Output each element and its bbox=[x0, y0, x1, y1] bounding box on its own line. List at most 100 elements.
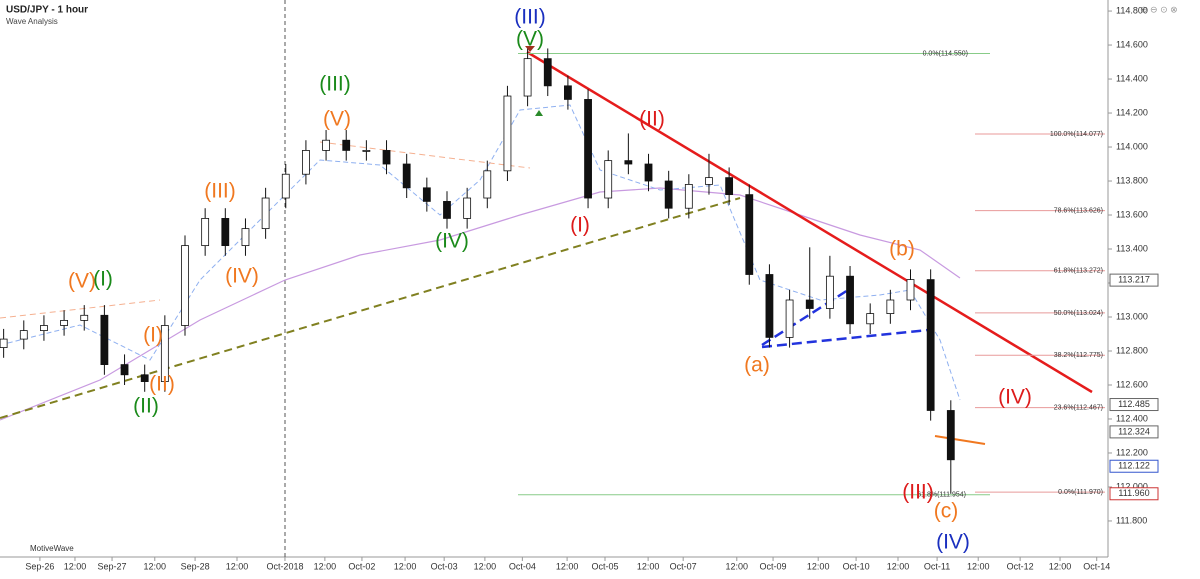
wave-label: (III) bbox=[204, 180, 236, 203]
candle-body bbox=[785, 299, 794, 338]
slow-average bbox=[0, 187, 961, 421]
x-tick-label: 12:00 bbox=[314, 561, 337, 571]
price-tag-label: 112.122 bbox=[1118, 461, 1150, 471]
fib-label: 23.6%(112.467) bbox=[1054, 404, 1103, 411]
y-tick-label: 114.000 bbox=[1116, 141, 1148, 151]
price-tag-label: 112.485 bbox=[1118, 399, 1150, 409]
x-tick-label: 12:00 bbox=[807, 561, 830, 571]
wave-label: (III) bbox=[902, 481, 934, 504]
y-tick-label: 113.400 bbox=[1116, 243, 1148, 253]
wave-label: (b) bbox=[889, 238, 915, 261]
candle-body bbox=[302, 150, 310, 175]
fib-label: 0.0%(114.550) bbox=[923, 50, 968, 57]
candle-body bbox=[644, 163, 653, 182]
candle-body bbox=[604, 160, 613, 199]
fib-label: 50.0%(113.024) bbox=[1054, 310, 1103, 317]
candle-body bbox=[825, 275, 834, 309]
candle-body bbox=[664, 180, 673, 209]
candle-body bbox=[19, 330, 28, 340]
candle-body bbox=[564, 85, 572, 100]
candle-body bbox=[80, 314, 89, 321]
candle-body bbox=[503, 95, 512, 172]
window-controls[interactable]: ⊕ ⊖ ⊙ ⊗ bbox=[1140, 4, 1178, 14]
candle-body bbox=[362, 150, 371, 152]
candle-body bbox=[483, 170, 492, 199]
price-tag-label: 113.217 bbox=[1118, 274, 1150, 284]
fib-label: 78.6%(113.626) bbox=[1054, 207, 1103, 214]
y-tick-label: 114.800 bbox=[1116, 5, 1148, 15]
x-tick-label: Sep-26 bbox=[25, 561, 54, 571]
wave-label: (I) bbox=[143, 324, 163, 347]
support-line bbox=[0, 197, 741, 419]
candle-body bbox=[926, 279, 935, 411]
candle-body bbox=[543, 58, 552, 87]
y-tick-label: 113.000 bbox=[1116, 311, 1148, 321]
candle-body bbox=[443, 201, 451, 219]
x-tick-label: Oct-10 bbox=[843, 561, 870, 571]
triangle-lower bbox=[761, 328, 929, 349]
candle-body bbox=[120, 364, 129, 376]
x-tick-label: 12:00 bbox=[474, 561, 497, 571]
wave-label: (IV) bbox=[225, 265, 259, 288]
candle-body bbox=[684, 184, 693, 209]
wave-label: (a) bbox=[744, 354, 770, 377]
wave-label: (I) bbox=[570, 214, 590, 237]
x-tick-label: Oct-07 bbox=[670, 561, 697, 571]
candle-body bbox=[523, 58, 532, 97]
y-tick-label: 114.600 bbox=[1116, 39, 1148, 49]
candle-body bbox=[281, 173, 290, 199]
wave-label: (c) bbox=[934, 500, 959, 523]
orange-dash bbox=[319, 141, 531, 169]
pivot-marker bbox=[525, 46, 535, 52]
x-tick-label: Sep-27 bbox=[98, 561, 127, 571]
y-tick-label: 113.800 bbox=[1116, 175, 1148, 185]
candle-body bbox=[100, 314, 109, 365]
x-tick-label: 12:00 bbox=[394, 561, 417, 571]
x-tick-label: Oct-12 bbox=[1007, 561, 1034, 571]
wave-label: (IV) bbox=[998, 386, 1032, 409]
orange-dash bbox=[0, 299, 161, 319]
candle-body bbox=[765, 274, 774, 338]
marks: 0.0%(114.550) 61.8%(111.954) 100.0%(114.07… bbox=[0, 48, 1105, 499]
candle-body bbox=[201, 218, 210, 247]
x-tick-label: 12:00 bbox=[556, 561, 579, 571]
x-tick-label: Oct-2018 bbox=[266, 561, 303, 571]
candle-body bbox=[584, 99, 592, 199]
fib-label: 100.0%(114.077) bbox=[1050, 131, 1103, 138]
candle-body bbox=[846, 275, 854, 325]
x-tick-label: 12:00 bbox=[637, 561, 660, 571]
candle-body bbox=[140, 374, 149, 382]
candle-body bbox=[181, 245, 189, 326]
x-tick-label: 12:00 bbox=[726, 561, 749, 571]
price-tag-label: 112.324 bbox=[1118, 426, 1150, 436]
candle-body bbox=[382, 150, 391, 165]
candle-body bbox=[805, 299, 814, 309]
fib-label: 61.8%(113.272) bbox=[1054, 268, 1103, 275]
candle-body bbox=[221, 218, 230, 247]
resistance-line bbox=[526, 50, 1093, 394]
y-tick-label: 112.400 bbox=[1116, 413, 1148, 423]
wave-label: (IV) bbox=[936, 531, 970, 554]
candle-body bbox=[241, 228, 250, 247]
wave-label: (V) bbox=[516, 28, 544, 51]
triangle-upper bbox=[761, 288, 849, 347]
x-tick-label: 12:00 bbox=[967, 561, 990, 571]
x-tick-label: Oct-02 bbox=[348, 561, 375, 571]
price-tag-label: 111.960 bbox=[1118, 488, 1149, 498]
candle-body bbox=[906, 279, 915, 301]
y-tick-label: 113.600 bbox=[1116, 209, 1148, 219]
candle-body bbox=[60, 319, 68, 326]
candle-body bbox=[40, 325, 48, 331]
fib-label: 61.8%(111.954) bbox=[917, 492, 966, 499]
wave-label: (III) bbox=[319, 73, 351, 96]
footer: MotiveWave bbox=[30, 544, 74, 553]
candle-body bbox=[261, 197, 270, 230]
x-tick-label: Oct-14 bbox=[1083, 561, 1110, 571]
y-tick-label: 112.200 bbox=[1116, 447, 1148, 457]
chart-subtitle: Wave Analysis bbox=[6, 17, 58, 26]
y-tick-label: 114.200 bbox=[1116, 107, 1148, 117]
candle-body bbox=[866, 313, 875, 325]
price-tag bbox=[1109, 273, 1159, 287]
